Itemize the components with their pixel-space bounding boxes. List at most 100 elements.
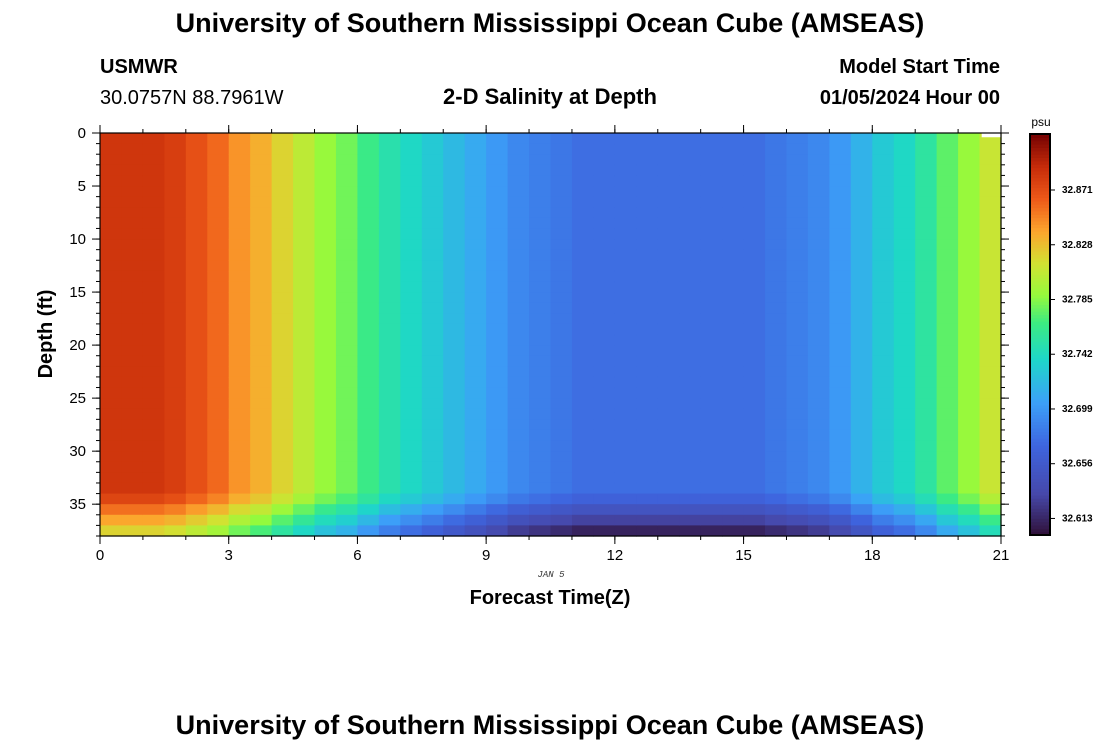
colorbar-swatch [1030, 434, 1050, 439]
heatmap-cell [121, 408, 144, 420]
heatmap-cell [400, 196, 423, 208]
heatmap-cell [936, 175, 959, 187]
y-tick-label: 30 [69, 443, 86, 460]
colorbar-swatch [1030, 334, 1050, 339]
heatmap-cell [893, 355, 916, 367]
heatmap-cell [207, 493, 230, 505]
heatmap-cell [443, 207, 466, 219]
heatmap-cell [142, 514, 165, 526]
heatmap-cell [657, 196, 680, 208]
heatmap-cell [807, 281, 830, 293]
heatmap-cell [679, 345, 702, 357]
heatmap-cell [100, 451, 123, 463]
heatmap-cell [657, 217, 680, 230]
heatmap-cell [228, 429, 251, 442]
heatmap-cell [335, 239, 359, 251]
heatmap-cell [464, 451, 487, 463]
colorbar-swatch [1030, 424, 1050, 429]
heatmap-cell [571, 345, 595, 357]
heatmap-cell [314, 217, 337, 230]
heatmap-cell [550, 345, 573, 357]
heatmap-cell [936, 419, 959, 431]
heatmap-cell [400, 514, 423, 526]
heatmap-cell [915, 482, 938, 495]
heatmap-cell [486, 514, 509, 526]
heatmap-cell [700, 461, 723, 473]
heatmap-cell [464, 175, 487, 187]
heatmap-cell [486, 292, 509, 304]
heatmap-cell [142, 249, 165, 261]
heatmap-cell [571, 217, 595, 230]
heatmap-cell [100, 196, 123, 208]
heatmap-cell [464, 164, 487, 177]
heatmap-cell [250, 196, 273, 208]
colorbar-swatch [1030, 204, 1050, 209]
heatmap-cell [979, 366, 1002, 378]
heatmap-cell [593, 175, 616, 187]
y-axis-label: Depth (ft) [35, 290, 57, 379]
heatmap-cell [743, 143, 766, 155]
heatmap-cell [722, 196, 745, 208]
heatmap-cell [250, 281, 273, 293]
heatmap-cell [378, 249, 401, 261]
heatmap-cell [443, 387, 466, 399]
heatmap-cell [829, 302, 852, 314]
heatmap-cell [593, 323, 616, 336]
heatmap-cell [743, 175, 766, 187]
heatmap-cell [121, 164, 144, 177]
heatmap-cell [121, 133, 144, 145]
heatmap-cell [250, 143, 273, 155]
heatmap-cell [100, 239, 123, 251]
heatmap-cell [507, 366, 530, 378]
heatmap-cell [829, 164, 852, 177]
heatmap-cell [185, 281, 208, 293]
heatmap-cell [722, 419, 745, 431]
heatmap-cell [979, 334, 1002, 346]
heatmap-cell [529, 472, 552, 484]
heatmap-cell [464, 143, 487, 155]
colorbar-swatch [1030, 444, 1050, 449]
heatmap-cell [507, 217, 530, 230]
heatmap-cell [765, 164, 788, 177]
heatmap-cell [250, 292, 273, 304]
heatmap-cell [593, 143, 616, 155]
heatmap-cell [657, 186, 680, 198]
heatmap-cell [185, 228, 208, 240]
heatmap-cell [464, 196, 487, 208]
heatmap-cell [357, 482, 380, 495]
heatmap-cell [507, 228, 530, 240]
heatmap-cell [293, 419, 316, 431]
heatmap-cell [657, 451, 680, 463]
heatmap-cell [121, 440, 144, 452]
heatmap-cell [936, 207, 959, 219]
heatmap-cell [207, 143, 230, 155]
heatmap-cell [164, 270, 187, 283]
heatmap-cell [443, 239, 466, 251]
colorbar-swatch [1030, 394, 1050, 399]
heatmap-cell [679, 408, 702, 420]
heatmap-cell [100, 260, 123, 272]
heatmap-cell [571, 260, 595, 272]
heatmap-cell [807, 302, 830, 314]
heatmap-cell [142, 451, 165, 463]
heatmap-cell [464, 440, 487, 452]
heatmap-cell [786, 366, 809, 378]
heatmap-cell [421, 143, 444, 155]
heatmap-cell [271, 302, 294, 314]
heatmap-cell [529, 451, 552, 463]
heatmap-cell [507, 355, 530, 367]
heatmap-cell [400, 175, 423, 187]
heatmap-cell [679, 323, 702, 336]
heatmap-cell [893, 419, 916, 431]
heatmap-cell [486, 472, 509, 484]
heatmap-cell [614, 366, 637, 378]
heatmap-cell [207, 323, 230, 336]
heatmap-cell [915, 186, 938, 198]
heatmap-cell [164, 281, 187, 293]
heatmap-cell [614, 323, 637, 336]
heatmap-cell [314, 451, 337, 463]
heatmap-cell [550, 270, 573, 283]
heatmap-cell [443, 186, 466, 198]
heatmap-cell [164, 154, 187, 166]
heatmap-cell [915, 239, 938, 251]
